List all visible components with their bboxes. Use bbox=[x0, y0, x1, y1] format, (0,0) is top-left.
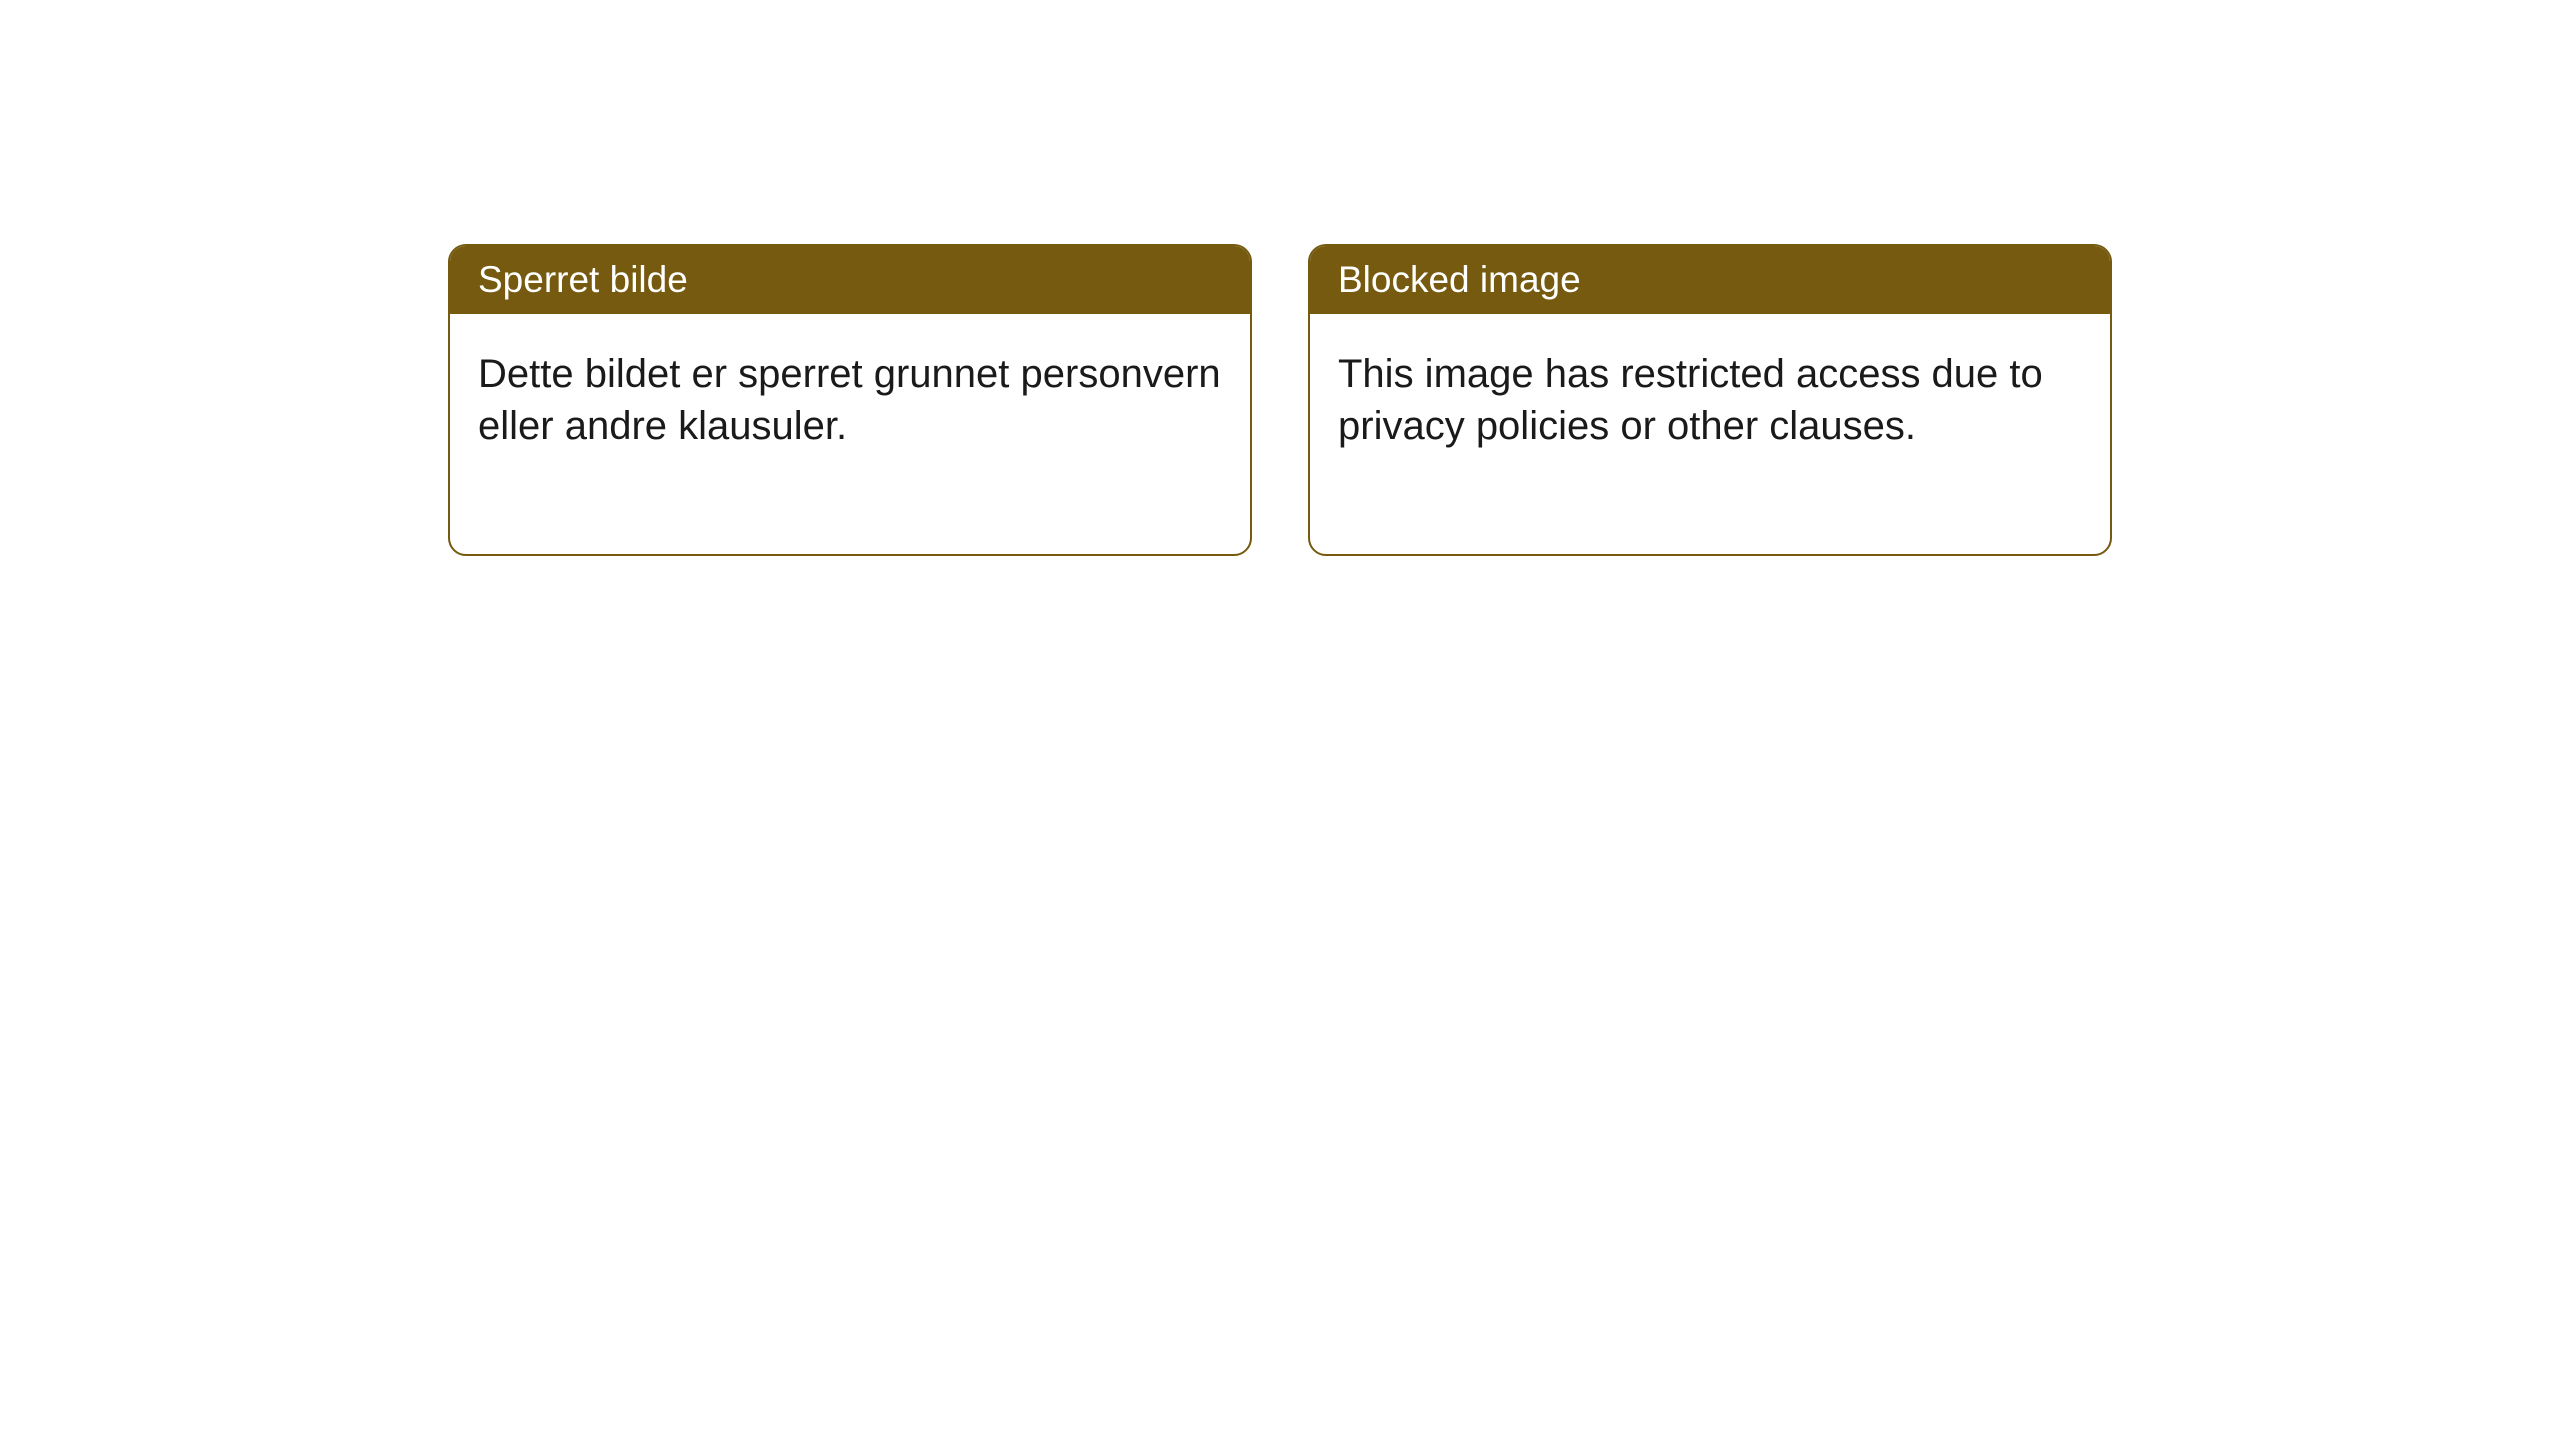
notice-title-norwegian: Sperret bilde bbox=[450, 246, 1250, 314]
notice-body-norwegian: Dette bildet er sperret grunnet personve… bbox=[450, 314, 1250, 554]
notice-card-english: Blocked image This image has restricted … bbox=[1308, 244, 2112, 556]
notice-title-english: Blocked image bbox=[1310, 246, 2110, 314]
notice-card-norwegian: Sperret bilde Dette bildet er sperret gr… bbox=[448, 244, 1252, 556]
notice-body-english: This image has restricted access due to … bbox=[1310, 314, 2110, 554]
blocked-image-notices: Sperret bilde Dette bildet er sperret gr… bbox=[448, 244, 2112, 556]
